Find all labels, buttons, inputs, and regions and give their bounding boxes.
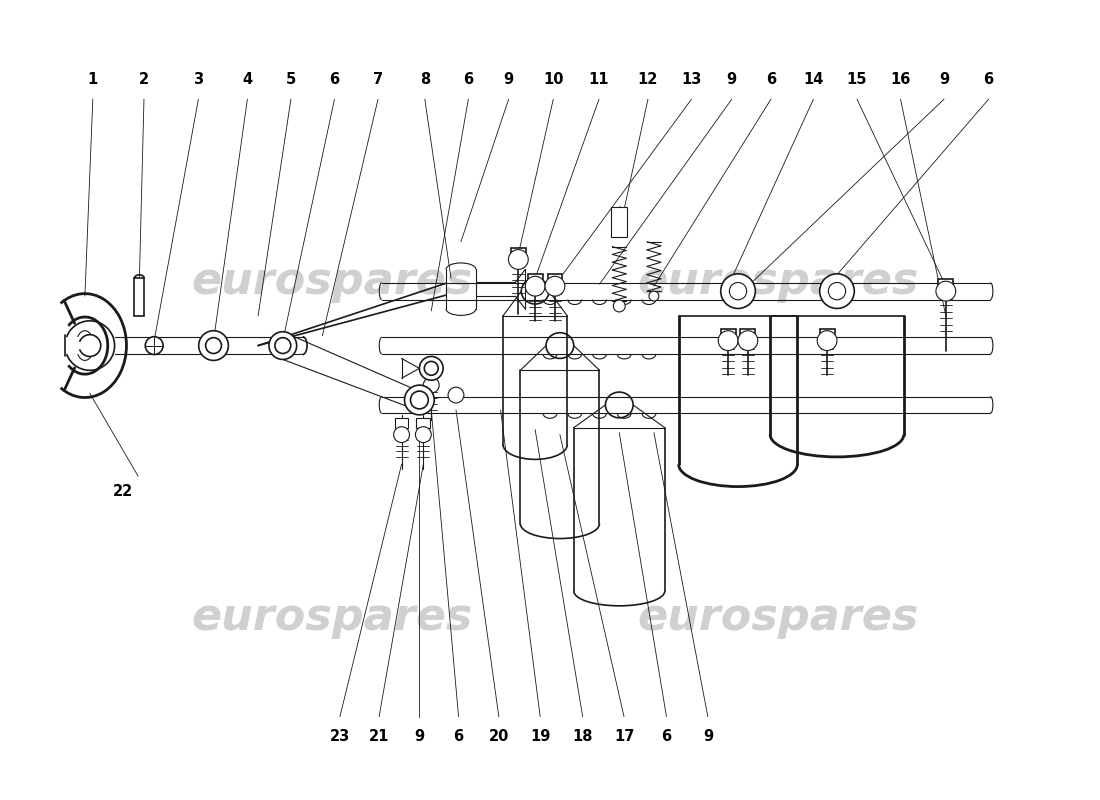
Text: 13: 13 <box>681 72 702 87</box>
Circle shape <box>394 426 409 442</box>
Text: eurospares: eurospares <box>637 596 918 639</box>
Text: 17: 17 <box>614 729 635 743</box>
Text: 14: 14 <box>803 72 824 87</box>
FancyBboxPatch shape <box>938 279 954 291</box>
FancyBboxPatch shape <box>740 329 756 341</box>
Text: 6: 6 <box>661 729 671 743</box>
FancyBboxPatch shape <box>134 278 144 316</box>
FancyBboxPatch shape <box>720 329 736 341</box>
Circle shape <box>718 330 738 350</box>
Text: 20: 20 <box>488 729 509 743</box>
Text: 3: 3 <box>194 72 204 87</box>
Text: 9: 9 <box>727 72 737 87</box>
Text: 5: 5 <box>286 72 296 87</box>
Text: 1: 1 <box>88 72 98 87</box>
Text: 22: 22 <box>113 483 133 498</box>
Text: 6: 6 <box>983 72 993 87</box>
Text: 2: 2 <box>139 72 148 87</box>
Circle shape <box>649 291 659 301</box>
Circle shape <box>729 282 747 300</box>
Text: 16: 16 <box>890 72 911 87</box>
FancyBboxPatch shape <box>395 418 408 428</box>
Text: 18: 18 <box>572 729 593 743</box>
Text: eurospares: eurospares <box>637 260 918 302</box>
Circle shape <box>614 300 625 312</box>
Circle shape <box>206 338 221 354</box>
Circle shape <box>145 337 163 354</box>
Circle shape <box>425 362 438 375</box>
Circle shape <box>405 385 435 415</box>
Text: 19: 19 <box>530 729 550 743</box>
Text: 6: 6 <box>453 729 463 743</box>
Circle shape <box>828 282 846 300</box>
Text: 9: 9 <box>703 729 713 743</box>
Circle shape <box>738 330 758 350</box>
Circle shape <box>817 330 837 350</box>
Text: 6: 6 <box>329 72 340 87</box>
Text: 9: 9 <box>939 72 949 87</box>
Circle shape <box>546 276 564 296</box>
Circle shape <box>275 338 290 354</box>
FancyBboxPatch shape <box>510 248 526 259</box>
Text: eurospares: eurospares <box>191 596 473 639</box>
Circle shape <box>199 330 229 361</box>
Circle shape <box>720 274 756 309</box>
Text: 11: 11 <box>588 72 609 87</box>
Text: 12: 12 <box>638 72 658 87</box>
FancyBboxPatch shape <box>528 274 542 286</box>
FancyBboxPatch shape <box>612 207 627 237</box>
Text: 4: 4 <box>242 72 252 87</box>
Circle shape <box>508 250 528 270</box>
Text: 15: 15 <box>847 72 867 87</box>
Text: 23: 23 <box>330 729 350 743</box>
Circle shape <box>448 387 464 403</box>
Text: 8: 8 <box>420 72 430 87</box>
Text: 6: 6 <box>463 72 473 87</box>
Circle shape <box>419 357 443 380</box>
Text: 9: 9 <box>415 729 425 743</box>
Circle shape <box>936 282 956 301</box>
Text: eurospares: eurospares <box>191 260 473 302</box>
Circle shape <box>526 276 546 296</box>
FancyBboxPatch shape <box>820 329 835 341</box>
Text: 10: 10 <box>543 72 563 87</box>
Circle shape <box>270 332 297 359</box>
Text: 7: 7 <box>373 72 383 87</box>
Circle shape <box>424 378 439 393</box>
FancyBboxPatch shape <box>417 418 430 428</box>
Circle shape <box>410 391 428 409</box>
Text: 9: 9 <box>504 72 514 87</box>
FancyBboxPatch shape <box>548 274 562 286</box>
Text: 21: 21 <box>368 729 389 743</box>
Text: 6: 6 <box>766 72 775 87</box>
Circle shape <box>820 274 855 309</box>
Circle shape <box>416 426 431 442</box>
